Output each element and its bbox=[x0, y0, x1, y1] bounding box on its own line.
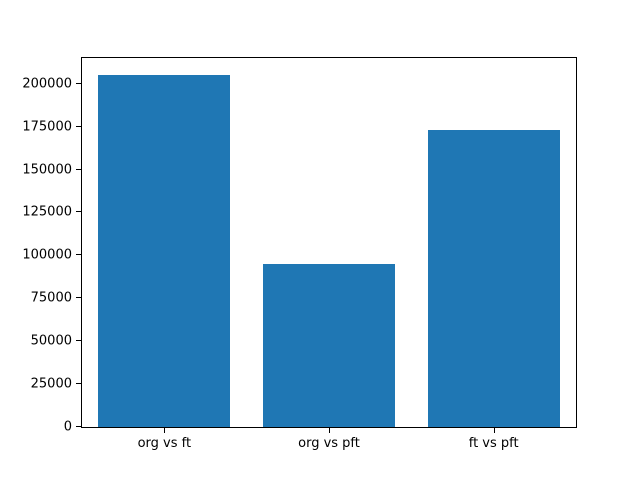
bar-org-vs-pft bbox=[263, 263, 395, 427]
y-tick-label: 175000 bbox=[22, 119, 72, 135]
y-tick-label: 0 bbox=[63, 419, 72, 435]
y-tick-mark bbox=[76, 168, 81, 170]
y-tick-mark bbox=[76, 82, 81, 84]
y-tick-mark bbox=[76, 426, 81, 427]
x-tick-mark bbox=[493, 428, 495, 433]
y-tick-mark bbox=[76, 211, 81, 213]
y-tick-mark bbox=[76, 254, 81, 256]
y-tick-label: 25000 bbox=[30, 376, 72, 392]
y-tick-label: 50000 bbox=[30, 333, 72, 349]
y-tick-mark bbox=[76, 125, 81, 127]
y-tick-label: 200000 bbox=[22, 76, 72, 92]
y-tick-label: 100000 bbox=[22, 247, 72, 263]
x-tick-mark bbox=[164, 428, 166, 433]
x-tick-mark bbox=[329, 428, 330, 433]
x-tick-label: org vs pft bbox=[298, 436, 360, 451]
y-tick-mark bbox=[76, 297, 81, 299]
x-tick-label: ft vs pft bbox=[468, 436, 519, 451]
y-tick-mark bbox=[76, 340, 81, 342]
bar-org-vs-ft bbox=[98, 75, 231, 427]
bar-ft-vs-pft bbox=[427, 130, 560, 427]
x-tick-label: org vs ft bbox=[137, 436, 192, 451]
y-tick-label: 75000 bbox=[30, 290, 72, 306]
plot-area: 0 25000 50000 75000 100000 125000 150000 175000… bbox=[22, 57, 577, 451]
y-tick-label: 150000 bbox=[22, 162, 72, 178]
y-tick-mark bbox=[76, 383, 81, 385]
y-tick-label: 125000 bbox=[22, 204, 72, 220]
